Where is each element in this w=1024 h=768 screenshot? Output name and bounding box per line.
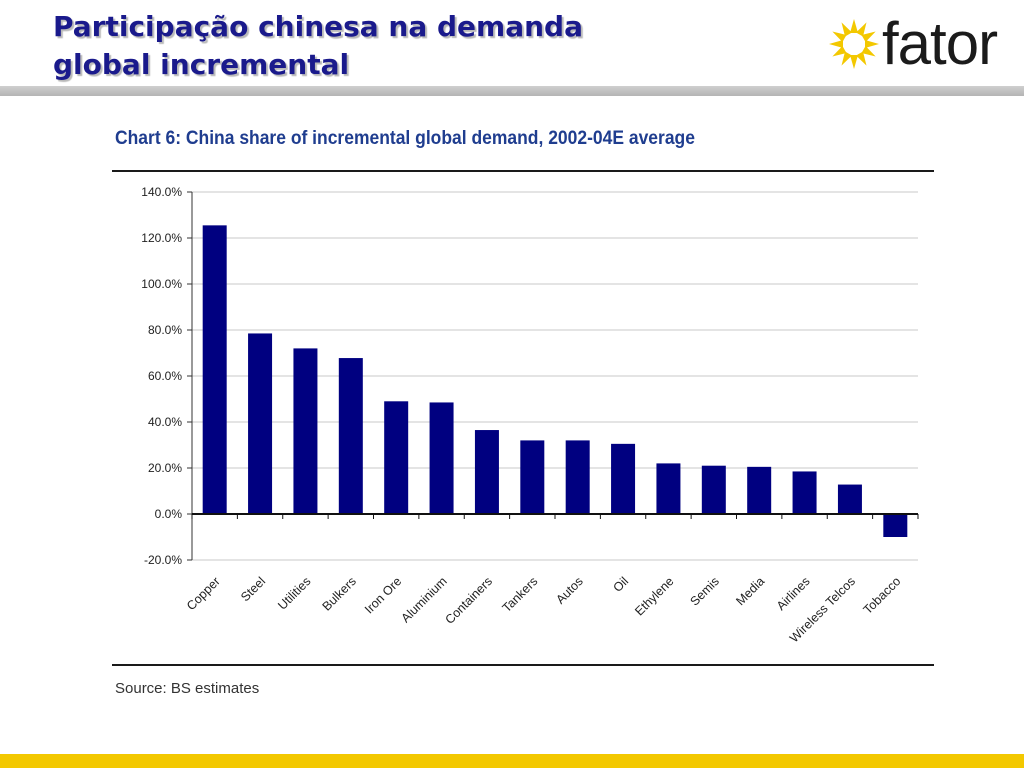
bar bbox=[202, 225, 227, 514]
y-tick-label: 140.0% bbox=[141, 185, 182, 199]
sun-ray bbox=[832, 46, 847, 57]
x-tick-label: Tobacco bbox=[861, 574, 904, 617]
bar bbox=[565, 440, 590, 514]
y-tick-label: 100.0% bbox=[141, 277, 182, 291]
x-tick-label: Steel bbox=[238, 574, 268, 604]
x-tick-label: Iron Ore bbox=[362, 574, 404, 616]
x-tick-label: Autos bbox=[553, 574, 586, 607]
sun-ray bbox=[856, 51, 867, 66]
bar bbox=[248, 333, 273, 514]
sun-ray bbox=[861, 31, 876, 42]
title-divider bbox=[0, 86, 1024, 96]
x-tick-label: Semis bbox=[687, 574, 721, 608]
y-tick-label: 40.0% bbox=[148, 415, 182, 429]
slide-title-line-2: global incremental bbox=[53, 48, 350, 81]
company-logo: fator bbox=[826, 10, 1016, 78]
x-tick-label: Tankers bbox=[500, 574, 541, 615]
x-tick-label: Airlines bbox=[774, 574, 813, 613]
chart-title: Chart 6: China share of incremental glob… bbox=[115, 128, 695, 149]
sun-ray bbox=[850, 19, 858, 33]
sun-ray bbox=[841, 51, 852, 66]
bar bbox=[837, 484, 862, 514]
y-tick-label: 0.0% bbox=[155, 507, 183, 521]
sun-ray bbox=[832, 31, 847, 42]
logo-text: fator bbox=[882, 10, 998, 77]
slide-title-line-1: Participação chinesa na demanda bbox=[53, 10, 583, 43]
y-tick-label: 120.0% bbox=[141, 231, 182, 245]
source-note: Source: BS estimates bbox=[115, 680, 260, 697]
bar bbox=[429, 402, 454, 514]
chart-panel bbox=[100, 108, 948, 708]
bar bbox=[474, 430, 499, 514]
x-tick-label: Containers bbox=[442, 574, 495, 627]
x-tick-label: Ethylene bbox=[632, 574, 676, 618]
bar bbox=[384, 401, 409, 514]
bar bbox=[656, 463, 681, 514]
y-tick-label: 20.0% bbox=[148, 461, 182, 475]
y-tick-label: -20.0% bbox=[144, 553, 182, 567]
bar bbox=[520, 440, 545, 514]
bar bbox=[293, 348, 318, 514]
bar bbox=[883, 514, 908, 537]
slide-title: Participação chinesa na demanda global i… bbox=[53, 8, 583, 84]
x-tick-label: Oil bbox=[610, 574, 631, 595]
x-tick-label: Media bbox=[733, 574, 767, 608]
bar bbox=[747, 466, 772, 514]
x-tick-label: Bulkers bbox=[320, 574, 359, 613]
bar bbox=[701, 465, 726, 514]
sun-logo-icon bbox=[829, 19, 879, 69]
sun-ray bbox=[829, 40, 843, 48]
sun-ray bbox=[856, 22, 867, 37]
sun-ray bbox=[850, 55, 858, 69]
x-tick-label: Copper bbox=[184, 574, 223, 613]
bar bbox=[611, 443, 636, 514]
sun-ray bbox=[865, 40, 879, 48]
bar bbox=[792, 471, 817, 514]
sun-ray bbox=[861, 46, 876, 57]
sun-ray bbox=[841, 22, 852, 37]
y-tick-label: 60.0% bbox=[148, 369, 182, 383]
x-tick-label: Utilities bbox=[275, 574, 313, 612]
footer-bar bbox=[0, 754, 1024, 768]
bar bbox=[338, 358, 363, 514]
y-tick-label: 80.0% bbox=[148, 323, 182, 337]
